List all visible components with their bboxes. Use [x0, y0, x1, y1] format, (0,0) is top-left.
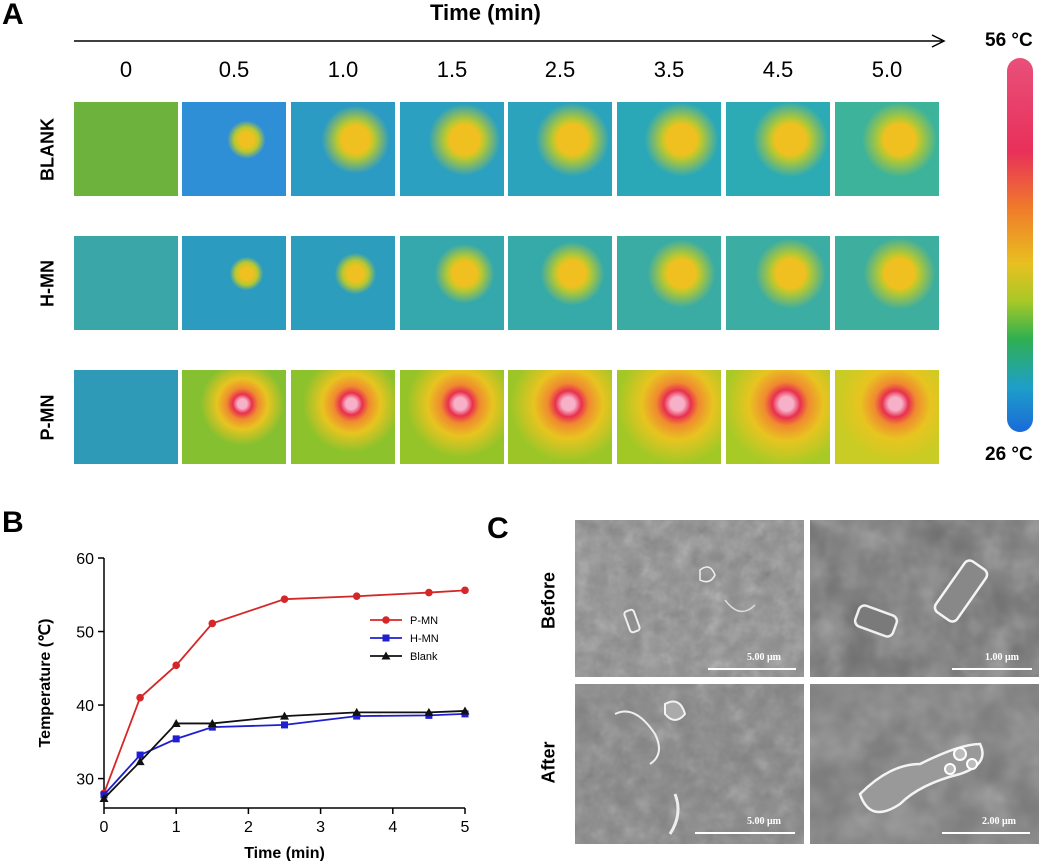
x-tick-label-5: 5 — [461, 819, 470, 836]
temperature-line-chart: 30 40 50 60 0 1 2 3 4 5 Time (min) Temperature (℃) P… — [37, 551, 470, 861]
row-label-p-mn: P-MN — [37, 394, 58, 441]
point-blank-2 — [171, 718, 181, 727]
series-line-p-mn — [103, 589, 466, 794]
time-tick-7: 5.0 — [871, 57, 903, 82]
legend-marker-blank — [381, 651, 391, 660]
series-line-blank — [103, 710, 466, 800]
sem-row-label-after: After — [538, 741, 559, 784]
y-tick-label-30: 30 — [76, 772, 94, 789]
time-tick-1: 0.5 — [218, 57, 250, 82]
colorbar-min-label: 26 °C — [985, 444, 1033, 465]
time-tick-2: 1.0 — [327, 57, 359, 82]
point-h-mn-1 — [136, 751, 144, 759]
series-line-h-mn — [103, 712, 466, 796]
scale-label-3: 5.00 μm — [747, 816, 781, 827]
thermal-image-p-mn-1.5 — [400, 370, 504, 464]
time-arrow — [74, 34, 946, 48]
thermal-image-h-mn-1.5 — [400, 236, 504, 330]
row-label-h-mn: H-MN — [37, 260, 58, 307]
sem-row-label-before: Before — [538, 572, 559, 630]
sem-image-after-high-mag: 2.00 μm — [810, 684, 1039, 844]
y-tick-label-60: 60 — [76, 551, 94, 568]
thermal-image-blank-2.5 — [508, 102, 612, 196]
legend-label-p-mn: P-MN — [410, 615, 438, 627]
thermal-image-blank-0 — [74, 102, 178, 196]
thermal-image-blank-0.5 — [182, 102, 286, 196]
thermal-image-p-mn-3.5 — [617, 370, 721, 464]
thermal-image-p-mn-2.5 — [508, 370, 612, 464]
point-h-mn-5 — [353, 712, 361, 720]
x-tick-label-2: 2 — [244, 819, 253, 836]
scale-label-1: 5.00 μm — [747, 652, 781, 663]
x-tick-label-1: 1 — [172, 819, 181, 836]
colorbar-max-label: 56 °C — [985, 30, 1033, 51]
legend-marker-p-mn — [382, 616, 390, 624]
thermal-image-h-mn-2.5 — [508, 236, 612, 330]
panel-c-label: C — [487, 512, 509, 545]
point-h-mn-2 — [172, 735, 180, 743]
point-blank-0 — [99, 793, 109, 802]
x-tick-label-0: 0 — [100, 819, 109, 836]
panel-b-label: B — [2, 506, 24, 539]
point-blank-6 — [424, 707, 434, 716]
time-tick-3: 1.5 — [436, 57, 468, 82]
sem-image-before-low-mag: 5.00 μm — [575, 520, 804, 677]
point-blank-1 — [135, 757, 145, 766]
point-p-mn-1 — [136, 693, 144, 702]
y-tick-label-50: 50 — [76, 625, 94, 642]
point-p-mn-2 — [172, 661, 180, 670]
time-tick-4: 2.5 — [544, 57, 576, 82]
thermal-image-blank-1.0 — [291, 102, 395, 196]
y-tick-label-40: 40 — [76, 698, 94, 715]
point-p-mn-5 — [352, 592, 361, 601]
temperature-colorbar — [1007, 58, 1033, 432]
point-p-mn-3 — [208, 619, 217, 628]
x-tick-label-3: 3 — [316, 819, 325, 836]
sem-image-before-high-mag: 1.00 μm — [810, 520, 1039, 677]
point-blank-7 — [460, 706, 470, 715]
sem-image-after-low-mag: 5.00 μm — [575, 684, 804, 844]
x-tick-label-4: 4 — [388, 819, 397, 836]
scale-label-4: 2.00 μm — [982, 816, 1016, 827]
thermal-image-p-mn-0 — [74, 370, 178, 464]
row-label-blank: BLANK — [37, 118, 58, 181]
thermal-image-h-mn-0.5 — [182, 236, 286, 330]
time-axis-title: Time (min) — [430, 0, 541, 25]
panel-a-label: A — [2, 0, 24, 31]
time-tick-5: 3.5 — [653, 57, 685, 82]
thermal-image-p-mn-5.0 — [835, 370, 939, 464]
x-axis-label: Time (min) — [244, 845, 325, 861]
point-blank-3 — [207, 718, 217, 727]
thermal-image-blank-1.5 — [400, 102, 504, 196]
thermal-image-blank-4.5 — [726, 102, 830, 196]
point-blank-5 — [352, 707, 362, 716]
point-p-mn-7 — [461, 586, 469, 595]
thermal-image-h-mn-5.0 — [835, 236, 939, 330]
legend-label-blank: Blank — [410, 651, 438, 663]
thermal-image-p-mn-4.5 — [726, 370, 830, 464]
point-blank-4 — [280, 711, 289, 720]
scale-label-2: 1.00 μm — [985, 652, 1019, 663]
thermal-image-h-mn-4.5 — [726, 236, 830, 330]
time-tick-0: 0 — [119, 57, 133, 82]
thermal-image-p-mn-0.5 — [182, 370, 286, 464]
time-tick-6: 4.5 — [762, 57, 794, 82]
thermal-image-h-mn-0 — [74, 236, 178, 330]
thermal-image-blank-3.5 — [617, 102, 721, 196]
legend-label-h-mn: H-MN — [410, 633, 439, 645]
point-h-mn-4 — [281, 721, 288, 729]
thermal-image-h-mn-1.0 — [291, 236, 395, 330]
thermal-image-h-mn-3.5 — [617, 236, 721, 330]
legend-marker-h-mn — [382, 634, 390, 642]
point-p-mn-4 — [280, 595, 289, 603]
point-h-mn-3 — [208, 723, 216, 731]
thermal-image-blank-5.0 — [835, 102, 939, 196]
point-p-mn-6 — [425, 588, 433, 597]
y-axis-label: Temperature (℃) — [37, 619, 54, 748]
thermal-image-p-mn-1.0 — [291, 370, 395, 464]
